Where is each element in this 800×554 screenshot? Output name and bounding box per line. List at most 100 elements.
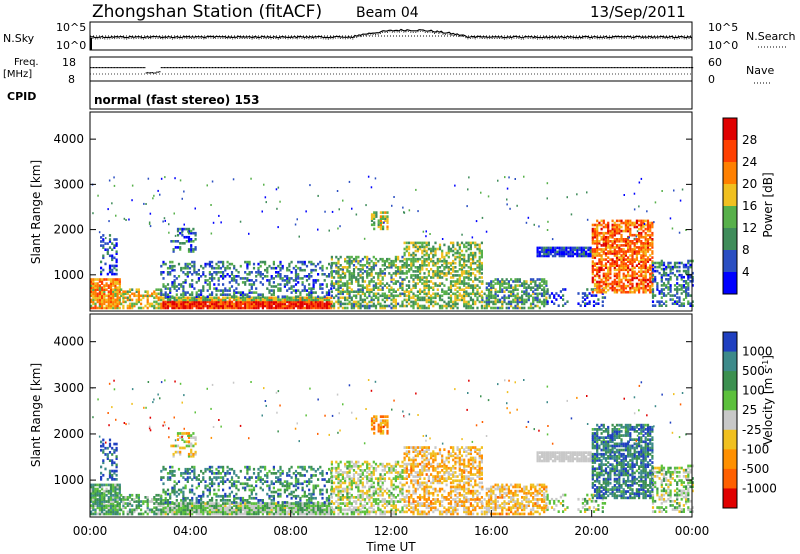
power-cell — [633, 244, 636, 247]
power-cell — [421, 245, 424, 249]
power-cell — [213, 306, 216, 310]
power-cell — [638, 274, 641, 278]
power-cell — [646, 223, 650, 227]
power-cell — [671, 298, 674, 301]
station-title: Zhongshan Station (fitACF) — [92, 2, 322, 22]
velocity-cell — [180, 508, 183, 512]
frequency-sample — [442, 67, 444, 69]
power-cell — [598, 252, 601, 255]
power-cell — [330, 300, 333, 304]
power-cell — [146, 298, 149, 302]
power-cell — [357, 288, 360, 291]
power-cell — [186, 304, 189, 308]
power-cell — [266, 266, 269, 270]
frequency-sample — [583, 67, 585, 69]
frequency-sample — [338, 67, 340, 69]
power-cell — [261, 302, 264, 306]
power-cell — [96, 298, 99, 302]
power-cell — [602, 252, 605, 255]
power-cell — [649, 225, 652, 229]
power-cell — [188, 302, 192, 306]
power-cell — [348, 294, 351, 298]
power-cell — [359, 259, 362, 263]
power-cell — [297, 300, 300, 304]
power-cell — [555, 298, 558, 301]
velocity-cell — [137, 500, 140, 503]
power-cell — [101, 292, 104, 296]
power-cell — [112, 292, 115, 296]
frequency-sample — [628, 67, 630, 69]
power-cell — [656, 300, 659, 303]
power-cell — [224, 302, 227, 306]
power-cell — [181, 233, 184, 237]
frequency-sample — [585, 67, 587, 69]
power-cell — [676, 269, 679, 273]
power-cell — [649, 286, 652, 290]
power-cell — [436, 292, 439, 296]
power-cell — [600, 235, 603, 239]
power-cell — [299, 293, 302, 296]
power-cell — [629, 254, 632, 257]
power-cell — [607, 225, 610, 229]
power-cell — [584, 292, 587, 295]
velocity-cell — [202, 506, 205, 510]
power-cell — [649, 248, 652, 251]
power-cell — [667, 261, 670, 265]
frequency-sample — [213, 67, 215, 69]
power-cell — [611, 282, 614, 286]
power-cell — [386, 225, 389, 229]
power-cell — [299, 298, 302, 302]
power-cell — [90, 304, 93, 308]
power-cell — [370, 290, 373, 293]
power-cell — [607, 274, 610, 278]
power-cell — [321, 291, 324, 294]
power-cell — [644, 231, 647, 235]
velocity-cell — [186, 508, 189, 512]
power-cell — [646, 282, 650, 286]
frequency-sample — [232, 67, 235, 69]
power-cell — [425, 306, 428, 310]
power-cell — [615, 246, 619, 249]
power-cell — [631, 221, 634, 225]
power-cell — [593, 252, 597, 255]
power-cell — [436, 257, 439, 261]
power-cell — [469, 253, 472, 257]
power-cell — [190, 244, 193, 247]
power-cell — [350, 290, 353, 293]
power-cell — [618, 229, 621, 233]
power-cell — [103, 278, 106, 281]
frequency-sample — [657, 67, 659, 69]
frequency-sample — [543, 67, 545, 69]
power-cell — [469, 306, 472, 310]
power-cell — [623, 194, 625, 196]
power-cell — [187, 231, 191, 235]
power-cell — [239, 300, 242, 304]
frequency-sample — [550, 67, 552, 69]
frequency-sample — [225, 67, 227, 69]
velocity-cell — [98, 498, 101, 501]
power-cell — [438, 296, 442, 300]
power-cell — [454, 300, 457, 304]
power-cell — [485, 298, 488, 302]
noise-left-tick-top: 10^5 — [56, 21, 86, 34]
power-cell — [160, 271, 163, 274]
power-cell — [386, 298, 389, 302]
velocity-cell — [118, 491, 121, 495]
power-cell — [510, 292, 513, 296]
power-cell — [607, 282, 610, 286]
frequency-sample — [384, 67, 387, 69]
power-cell — [211, 275, 214, 278]
power-cell — [496, 278, 499, 281]
power-cell — [261, 300, 264, 304]
power-cell — [323, 302, 326, 306]
power-cell — [173, 212, 175, 215]
power-cell — [298, 235, 300, 238]
velocity-cell — [98, 489, 101, 493]
power-cell — [516, 204, 518, 207]
power-cell — [272, 281, 275, 284]
power-cell — [682, 280, 685, 283]
power-cell — [388, 261, 391, 265]
frequency-sample — [458, 67, 460, 69]
power-cell — [308, 293, 311, 296]
power-cell — [297, 304, 300, 308]
